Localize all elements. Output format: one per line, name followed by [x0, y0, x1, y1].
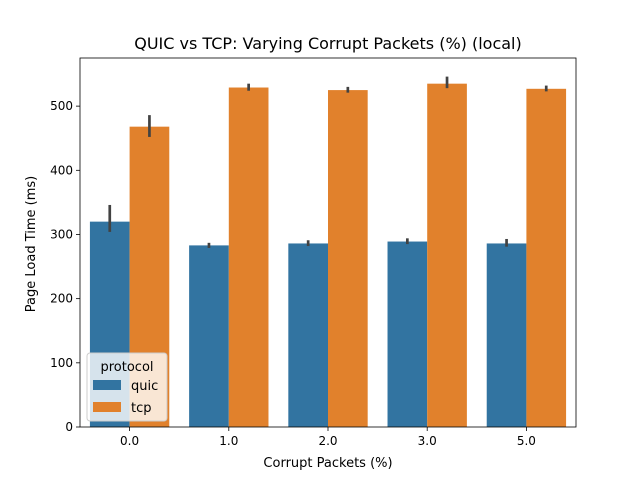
- y-tick-label: 500: [50, 99, 73, 113]
- x-tick-label: 5.0: [517, 434, 536, 448]
- bar-tcp-3.0: [427, 83, 467, 428]
- x-axis-ticks: 0.0 1.0 2.0 3.0 5.0: [120, 427, 536, 448]
- y-tick-label: 400: [50, 163, 73, 177]
- bar-quic-5.0: [486, 243, 527, 427]
- y-tick-label: 0: [65, 420, 73, 434]
- bar-quic-1.0: [189, 245, 229, 427]
- legend-title: protocol: [100, 360, 153, 375]
- x-tick-label: 0.0: [120, 434, 139, 448]
- bar-quic-2.0: [288, 243, 328, 427]
- legend-label-quic: quic: [131, 379, 158, 394]
- y-tick-label: 100: [50, 356, 73, 370]
- bar-tcp-5.0: [526, 88, 567, 428]
- x-axis-label: Corrupt Packets (%): [263, 456, 392, 471]
- y-tick-label: 300: [50, 227, 73, 241]
- legend: protocol quic tcp: [86, 352, 168, 422]
- chart-title: QUIC vs TCP: Varying Corrupt Packets (%)…: [134, 34, 521, 53]
- legend-swatch-quic: [93, 380, 121, 390]
- legend-label-tcp: tcp: [131, 401, 152, 416]
- x-tick-label: 2.0: [318, 434, 337, 448]
- y-tick-label: 200: [50, 292, 73, 306]
- bar-tcp-2.0: [328, 90, 368, 427]
- y-axis-ticks: 0 100 200 300 400 500: [50, 99, 80, 434]
- x-tick-label: 3.0: [418, 434, 437, 448]
- plot-area: [79, 57, 577, 428]
- x-tick-label: 1.0: [219, 434, 238, 448]
- y-axis-label: Page Load Time (ms): [24, 176, 39, 312]
- legend-swatch-tcp: [93, 402, 121, 412]
- bar-quic-3.0: [387, 241, 428, 427]
- bar-tcp-1.0: [228, 87, 269, 428]
